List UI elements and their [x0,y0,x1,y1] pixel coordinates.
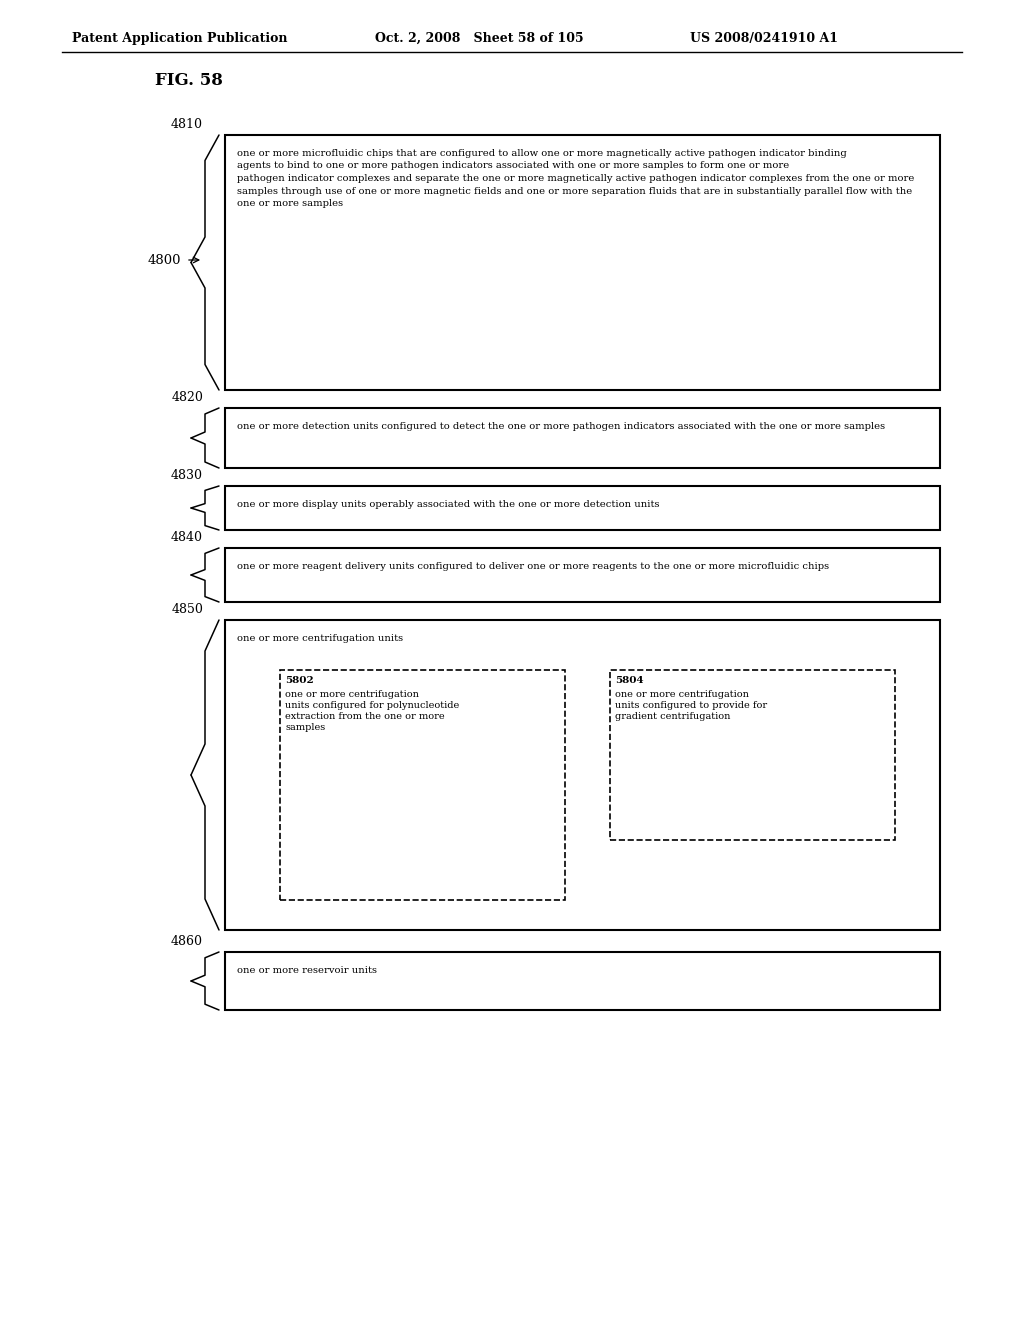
Text: gradient centrifugation: gradient centrifugation [615,711,730,721]
Bar [225,952,940,1010]
Text: one or more reservoir units: one or more reservoir units [237,966,377,975]
Bar [225,135,940,389]
Text: units configured for polynucleotide: units configured for polynucleotide [285,701,459,710]
Text: 4850: 4850 [171,603,203,616]
Text: one or more samples: one or more samples [237,199,343,209]
Bar [225,408,940,469]
Text: 5802: 5802 [285,676,313,685]
Text: samples through use of one or more magnetic fields and one or more separation fl: samples through use of one or more magne… [237,186,912,195]
Text: one or more microfluidic chips that are configured to allow one or more magnetic: one or more microfluidic chips that are … [237,149,847,158]
Bar [225,548,940,602]
Text: US 2008/0241910 A1: US 2008/0241910 A1 [690,32,838,45]
Bar [225,620,940,931]
Text: extraction from the one or more: extraction from the one or more [285,711,444,721]
Text: Oct. 2, 2008   Sheet 58 of 105: Oct. 2, 2008 Sheet 58 of 105 [375,32,584,45]
Text: samples: samples [285,723,326,733]
Text: 5804: 5804 [615,676,644,685]
Text: 4830: 4830 [171,469,203,482]
Text: one or more display units operably associated with the one or more detection uni: one or more display units operably assoc… [237,500,659,510]
Text: 4820: 4820 [171,391,203,404]
Text: one or more reagent delivery units configured to deliver one or more reagents to: one or more reagent delivery units confi… [237,562,829,572]
Bar [610,671,895,840]
Text: one or more centrifugation: one or more centrifugation [285,690,419,700]
Bar [280,671,565,900]
Text: 4810: 4810 [171,117,203,131]
Text: 4800: 4800 [148,253,181,267]
Text: one or more centrifugation units: one or more centrifugation units [237,634,403,643]
Text: 4840: 4840 [171,531,203,544]
Text: pathogen indicator complexes and separate the one or more magnetically active pa: pathogen indicator complexes and separat… [237,174,914,183]
Text: Patent Application Publication: Patent Application Publication [72,32,288,45]
Text: one or more detection units configured to detect the one or more pathogen indica: one or more detection units configured t… [237,422,885,432]
Text: 4860: 4860 [171,935,203,948]
Text: one or more centrifugation: one or more centrifugation [615,690,749,700]
Text: FIG. 58: FIG. 58 [155,73,223,88]
Text: units configured to provide for: units configured to provide for [615,701,767,710]
Text: agents to bind to one or more pathogen indicators associated with one or more sa: agents to bind to one or more pathogen i… [237,161,790,170]
Bar [225,486,940,531]
